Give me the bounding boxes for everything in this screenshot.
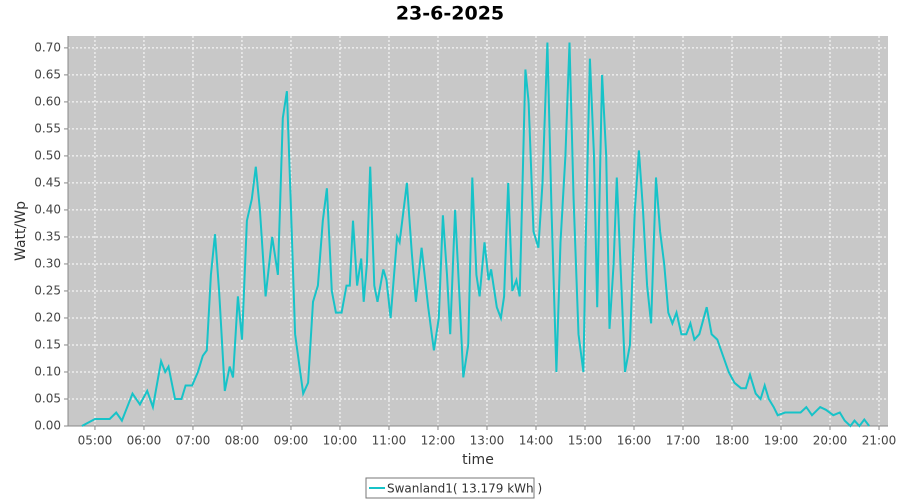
legend-box (365, 477, 535, 499)
y-tick-label: 0.60 (34, 94, 61, 108)
data-line (81, 42, 870, 428)
x-tick-label: 15:00 (568, 434, 603, 448)
plot-area (68, 36, 888, 426)
y-tick-label: 0.40 (34, 202, 61, 216)
x-tick-label: 09:00 (274, 434, 309, 448)
y-tick-label: 0.05 (34, 391, 61, 405)
x-tick-label: 13:00 (470, 434, 505, 448)
y-tick-label: 0.50 (34, 148, 61, 162)
y-tick-label: 0.45 (34, 175, 61, 189)
y-tick-label: 0.55 (34, 121, 61, 135)
x-tick-label: 21:00 (862, 434, 897, 448)
x-tick-label: 10:00 (323, 434, 358, 448)
y-tick-label: 0.10 (34, 364, 61, 378)
y-tick-label: 0.00 (34, 419, 61, 433)
y-tick-label: 0.70 (34, 40, 61, 54)
x-tick-label: 11:00 (372, 434, 407, 448)
y-tick-label: 0.15 (34, 337, 61, 351)
y-tick-label: 0.35 (34, 229, 61, 243)
x-tick-label: 18:00 (715, 434, 750, 448)
x-tick-label: 19:00 (764, 434, 799, 448)
y-tick-label: 0.30 (34, 256, 61, 270)
x-tick-label: 05:00 (78, 434, 113, 448)
x-tick-label: 07:00 (176, 434, 211, 448)
x-tick-label: 08:00 (225, 434, 260, 448)
x-tick-label: 20:00 (813, 434, 848, 448)
x-tick-label: 12:00 (421, 434, 456, 448)
chart-title: 23-6-2025 (396, 3, 504, 25)
x-tick-label: 06:00 (127, 434, 162, 448)
y-tick-label: 0.25 (34, 283, 61, 297)
x-tick-label: 16:00 (617, 434, 652, 448)
y-axis-label: Watt/Wp (13, 201, 29, 261)
x-axis-label: time (462, 452, 494, 468)
x-tick-label: 17:00 (666, 434, 701, 448)
x-tick-label: 14:00 (519, 434, 554, 448)
legend-label: Swanland1( 13.179 kWh ) (387, 482, 542, 496)
y-tick-label: 0.65 (34, 67, 61, 81)
y-tick-label: 0.20 (34, 310, 61, 324)
